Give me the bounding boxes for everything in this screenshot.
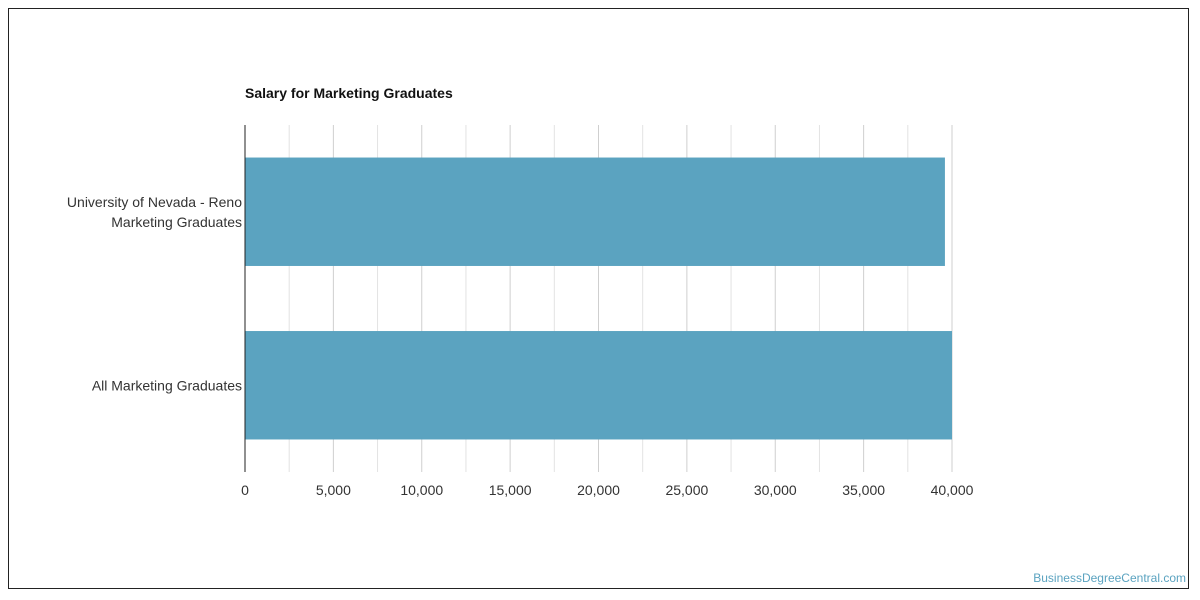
bars (245, 157, 952, 440)
x-tick-label: 5,000 (316, 482, 351, 498)
x-tick-label: 35,000 (842, 482, 885, 498)
category-label: All Marketing Graduates (92, 377, 242, 393)
x-tick-label: 0 (241, 482, 249, 498)
x-tick-label: 10,000 (400, 482, 443, 498)
x-tick-label: 40,000 (931, 482, 974, 498)
category-label: University of Nevada - Reno Marketing Gra… (67, 194, 242, 230)
x-tick-label: 25,000 (665, 482, 708, 498)
watermark[interactable]: BusinessDegreeCentral.com (1033, 571, 1186, 585)
chart-title: Salary for Marketing Graduates (245, 85, 453, 101)
bar (245, 331, 952, 440)
bar (245, 157, 945, 266)
labels: University of Nevada - Reno Marketing Gra… (67, 194, 974, 498)
x-tick-label: 20,000 (577, 482, 620, 498)
x-tick-label: 15,000 (489, 482, 532, 498)
x-tick-label: 30,000 (754, 482, 797, 498)
